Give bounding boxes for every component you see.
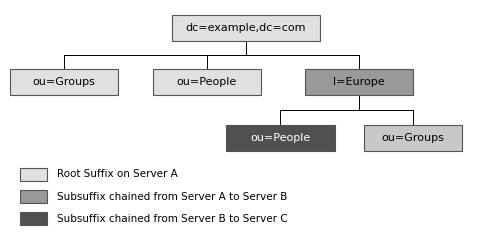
Text: Root Suffix on Server A: Root Suffix on Server A — [57, 169, 177, 179]
Text: ou=Groups: ou=Groups — [32, 77, 95, 87]
FancyBboxPatch shape — [364, 125, 462, 151]
FancyBboxPatch shape — [20, 168, 47, 181]
FancyBboxPatch shape — [153, 69, 261, 95]
FancyBboxPatch shape — [226, 125, 335, 151]
Text: l=Europe: l=Europe — [334, 77, 385, 87]
FancyBboxPatch shape — [10, 69, 118, 95]
Text: Subsuffix chained from Server B to Server C: Subsuffix chained from Server B to Serve… — [57, 214, 287, 224]
FancyBboxPatch shape — [20, 190, 47, 203]
FancyBboxPatch shape — [305, 69, 413, 95]
FancyBboxPatch shape — [20, 212, 47, 225]
Text: ou=People: ou=People — [177, 77, 237, 87]
FancyBboxPatch shape — [172, 15, 320, 41]
Text: ou=People: ou=People — [250, 133, 310, 143]
Text: Subsuffix chained from Server A to Server B: Subsuffix chained from Server A to Serve… — [57, 192, 287, 201]
Text: ou=Groups: ou=Groups — [382, 133, 445, 143]
Text: dc=example,dc=com: dc=example,dc=com — [186, 23, 306, 33]
